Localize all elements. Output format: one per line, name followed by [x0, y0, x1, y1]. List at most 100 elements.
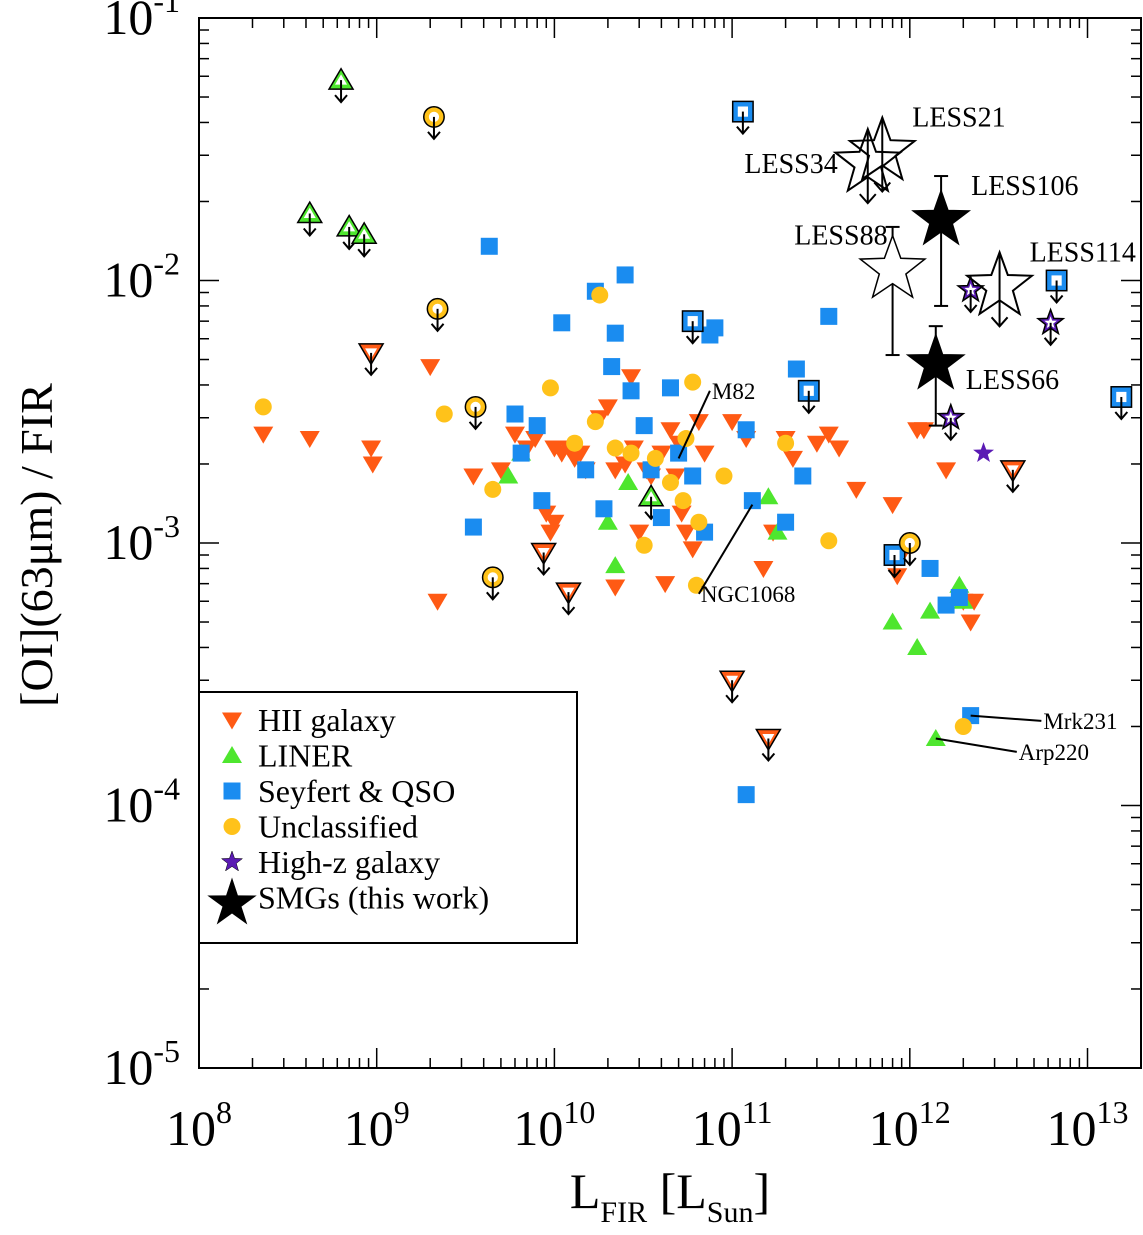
seyfert-limit-arrow-head: [1049, 294, 1064, 305]
liner-limit-arrow-head: [342, 241, 356, 251]
hii-point: [362, 456, 383, 474]
seyfert-point: [737, 786, 755, 804]
seyfert-point: [480, 237, 498, 255]
highz-limit-arrow-head: [963, 304, 978, 314]
hii-point: [846, 481, 867, 499]
annotation-label: Arp220: [1019, 740, 1089, 765]
hii-point: [540, 524, 561, 542]
seyfert-point: [743, 492, 761, 510]
hii-point: [605, 579, 626, 597]
uncl-point: [684, 373, 702, 391]
legend-label-smg: SMGs (this work): [258, 880, 489, 916]
seyfert-point: [616, 266, 634, 284]
hii-point: [688, 414, 709, 432]
annotation-label: NGC1068: [701, 582, 796, 607]
seyfert-point: [606, 324, 624, 342]
liner-limit-arrow-head: [357, 248, 371, 258]
seyfert-point: [512, 444, 530, 462]
uncl-point: [646, 449, 664, 467]
uncl-point: [435, 405, 453, 423]
seyfert-point: [921, 559, 939, 577]
seyfert-point: [706, 319, 724, 337]
hii-point: [605, 462, 626, 480]
uncl-point: [715, 467, 733, 485]
seyfert-point: [661, 379, 679, 397]
hii-point: [361, 440, 382, 458]
liner-point: [907, 637, 928, 655]
y-tick-label: 10-1: [103, 0, 180, 45]
x-axis-title: LFIR [LSun]: [570, 1163, 770, 1229]
uncl-limit-arrow-head: [468, 421, 483, 431]
uncl-point: [674, 492, 692, 510]
seyfert-limit-arrow-head: [685, 335, 700, 345]
legend-label-seyfert: Seyfert & QSO: [258, 773, 455, 809]
annotation-leader: [970, 714, 1042, 722]
seyfert-limit-arrow-head: [736, 125, 750, 136]
hii-point: [525, 431, 546, 449]
legend-marker-uncl: [223, 818, 241, 835]
x-tick-label: 108: [166, 1094, 232, 1156]
hii-point: [299, 431, 320, 449]
series-liner: [296, 67, 974, 746]
x-tick-label: 109: [344, 1094, 410, 1156]
series-smg: LESS106 LESS66 LESS88 LESS34 LESS21 LESS114: [744, 103, 1136, 427]
hii-point: [818, 426, 839, 444]
series-uncl: [254, 105, 972, 735]
liner-limit-inner: [645, 491, 658, 502]
smg-star: [905, 332, 966, 390]
y-tick-label: 10-5: [103, 1033, 180, 1095]
hii-point: [753, 560, 774, 578]
highz-limit-arrow-head: [943, 432, 958, 442]
uncl-point: [484, 480, 502, 498]
smg-label: LESS106: [971, 171, 1078, 202]
uncl-point: [622, 444, 640, 462]
highz-limit-inner: [1044, 316, 1057, 329]
uncl-limit-arrow-head: [430, 323, 445, 333]
annotation-label: M82: [712, 379, 755, 404]
hii-point: [829, 440, 850, 458]
seyfert-point: [937, 596, 955, 614]
uncl-point: [635, 536, 653, 554]
legend-marker-seyfert: [223, 782, 241, 800]
smg-open-star: [858, 233, 927, 299]
liner-limit-inner: [335, 74, 348, 85]
hii-point: [722, 414, 743, 432]
hii-point: [806, 435, 827, 453]
smg-limit-arrowhead: [873, 181, 892, 194]
liner-limit-arrow-head: [334, 94, 348, 104]
points-layer: LESS106 LESS66 LESS88 LESS34 LESS21 LESS114: [253, 67, 1136, 804]
seyfert-point: [652, 509, 670, 527]
axis-labels: 108 109 1010 1011 1012 1013 10-5 10-4 10-3 10-2 10…: [11, 0, 1129, 1229]
hii-point: [253, 426, 274, 444]
liner-limit-inner: [343, 221, 356, 232]
y-axis-title: [OI](63μm) / FIR: [11, 383, 62, 707]
x-tick-label: 1010: [513, 1094, 595, 1156]
annotation-layer: M82 NGC1068 Mrk231 Arp220: [677, 379, 1117, 765]
liner-limit-inner: [358, 228, 371, 239]
legend-label-liner: LINER: [258, 738, 353, 774]
seyfert-limit-arrow-head: [801, 405, 816, 415]
seyfert-point: [464, 518, 482, 536]
smg-label: LESS88: [794, 221, 887, 252]
hii-limit-arrow-head: [761, 752, 776, 763]
hii-point: [536, 505, 557, 523]
uncl-point: [777, 434, 795, 452]
smg-label: LESS34: [744, 149, 837, 180]
uncl-point: [606, 439, 624, 457]
legend-label-highz: High-z galaxy: [258, 844, 440, 880]
legend-box: [198, 691, 578, 944]
liner-point: [767, 522, 788, 540]
annotation-label: Mrk231: [1043, 709, 1117, 734]
hii-point: [960, 614, 981, 632]
uncl-point: [541, 379, 559, 397]
annotation-leader: [677, 390, 711, 459]
seyfert-point: [635, 417, 653, 435]
hii-point: [936, 462, 957, 480]
seyfert-point: [777, 513, 795, 531]
uncl-limit-arrow-head: [903, 557, 917, 567]
hii-limit-arrow-head: [1006, 484, 1020, 494]
uncl-point: [690, 513, 708, 531]
liner-point: [925, 728, 946, 746]
hii-point: [671, 505, 692, 523]
